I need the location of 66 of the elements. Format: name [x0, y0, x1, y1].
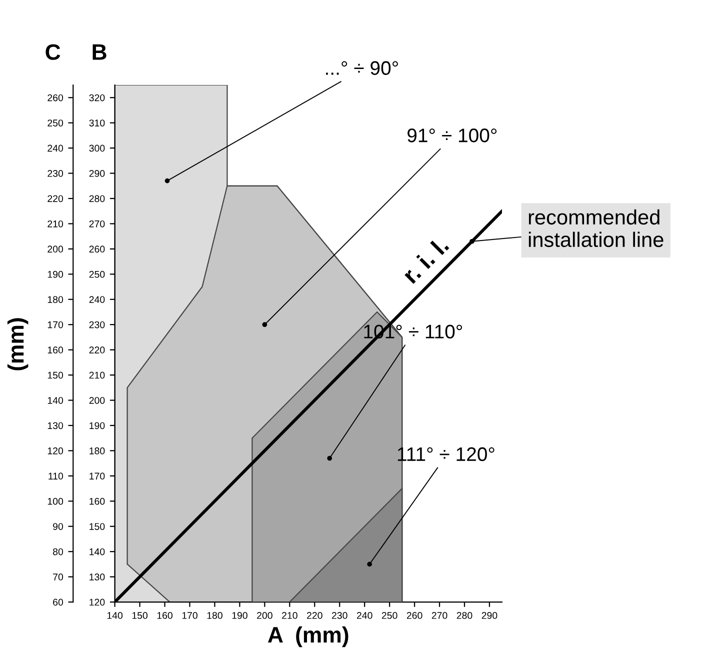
y-tick-label: 190 [90, 422, 105, 430]
x-tick-label: 180 [207, 612, 222, 619]
y2-tick-label: 70 [53, 574, 64, 580]
y2-tick-label: 100 [48, 498, 64, 505]
x-tick-label: 150 [132, 612, 148, 619]
x-tick-label: 190 [232, 612, 248, 619]
y-tick-label: 160 [90, 498, 105, 505]
x-tick-label: 160 [157, 612, 172, 619]
x-tick-label: 290 [482, 612, 498, 619]
x-tick-label: 250 [382, 612, 398, 619]
y2-tick-label: 180 [48, 296, 64, 303]
y-tick-label: 220 [89, 346, 105, 354]
y2-axis-title: C [46, 44, 60, 60]
y2-tick-label: 260 [48, 94, 64, 102]
y-tick-label: 290 [89, 170, 105, 177]
annotation: ...° ÷ 90° [326, 61, 398, 75]
x-tick-label: 270 [432, 612, 448, 619]
y-tick-label: 230 [89, 321, 105, 328]
y2-tick-label: 60 [53, 598, 64, 606]
y2-tick-label: 240 [48, 144, 64, 152]
annotation: 91° ÷ 100° [408, 128, 497, 142]
y2-tick-label: 210 [48, 220, 64, 228]
y-tick-label: 170 [90, 472, 105, 480]
y2-tick-label: 110 [48, 472, 64, 480]
y2-tick-label: 90 [53, 523, 64, 530]
y-tick-label: 180 [90, 447, 105, 454]
annotation: recommended installation line [528, 209, 664, 248]
y2-tick-label: 80 [53, 548, 64, 556]
y-tick-label: 140 [90, 548, 105, 556]
y2-tick-label: 230 [48, 170, 64, 177]
y-tick-label: 200 [89, 396, 105, 404]
y-tick-label: 270 [89, 220, 105, 228]
y2-tick-label: 140 [48, 396, 64, 404]
y2-tick-label: 250 [48, 120, 64, 126]
annotation: r. i. l. [401, 236, 450, 284]
x-tick-label: 260 [406, 612, 422, 619]
y-tick-label: 250 [89, 270, 105, 278]
y-tick-label: 260 [89, 246, 105, 253]
x-axis-title: A (mm) [268, 626, 348, 648]
x-tick-label: 210 [282, 612, 298, 619]
x-tick-label: 280 [456, 612, 472, 619]
x-tick-label: 230 [332, 612, 348, 619]
y2-tick-label: 150 [48, 372, 64, 379]
y2-tick-label: 120 [48, 447, 64, 454]
y2-tick-label: 170 [48, 321, 64, 328]
x-tick-label: 220 [306, 612, 322, 619]
y-tick-label: 210 [89, 372, 105, 379]
y-tick-label: 300 [89, 144, 105, 152]
y-tick-label: 120 [90, 598, 105, 606]
y2-tick-label: 220 [48, 195, 64, 202]
y2-tick-label: 200 [48, 246, 64, 253]
y-tick-label: 150 [90, 523, 105, 530]
x-tick-label: 240 [356, 612, 372, 619]
y2-tick-label: 160 [48, 346, 64, 354]
y-tick-label: 280 [89, 195, 105, 202]
y-tick-label: 320 [89, 94, 105, 102]
x-tick-label: 170 [182, 612, 198, 619]
y-axis-title: B [92, 44, 106, 60]
y2-tick-label: 130 [48, 422, 64, 430]
y-tick-label: 240 [89, 296, 105, 303]
y-tick-label: 310 [89, 120, 105, 126]
y2-tick-label: 190 [48, 270, 64, 278]
x-tick-label: 140 [107, 612, 123, 619]
y-tick-label: 130 [90, 574, 105, 580]
x-tick-label: 200 [257, 612, 272, 619]
text: (mm) [7, 318, 28, 370]
